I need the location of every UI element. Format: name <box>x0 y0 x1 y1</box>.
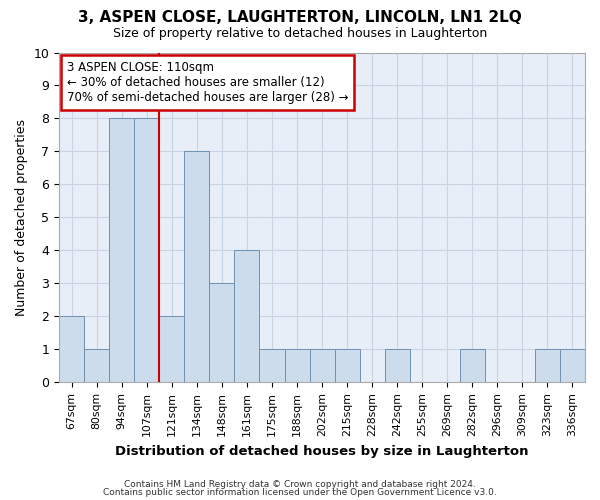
Bar <box>385 350 410 382</box>
Bar <box>209 284 235 382</box>
Bar <box>259 350 284 382</box>
Bar <box>184 152 209 382</box>
Bar <box>109 118 134 382</box>
Bar <box>235 250 259 382</box>
Bar <box>460 350 485 382</box>
Bar <box>84 350 109 382</box>
Text: Contains public sector information licensed under the Open Government Licence v3: Contains public sector information licen… <box>103 488 497 497</box>
Bar <box>310 350 335 382</box>
Text: Contains HM Land Registry data © Crown copyright and database right 2024.: Contains HM Land Registry data © Crown c… <box>124 480 476 489</box>
Bar <box>335 350 359 382</box>
Bar <box>134 118 160 382</box>
Y-axis label: Number of detached properties: Number of detached properties <box>15 119 28 316</box>
Bar <box>535 350 560 382</box>
Bar <box>160 316 184 382</box>
Bar <box>59 316 84 382</box>
Bar <box>284 350 310 382</box>
Text: Size of property relative to detached houses in Laughterton: Size of property relative to detached ho… <box>113 28 487 40</box>
Text: 3, ASPEN CLOSE, LAUGHTERTON, LINCOLN, LN1 2LQ: 3, ASPEN CLOSE, LAUGHTERTON, LINCOLN, LN… <box>78 10 522 25</box>
Bar <box>560 350 585 382</box>
Text: 3 ASPEN CLOSE: 110sqm
← 30% of detached houses are smaller (12)
70% of semi-deta: 3 ASPEN CLOSE: 110sqm ← 30% of detached … <box>67 60 349 104</box>
X-axis label: Distribution of detached houses by size in Laughterton: Distribution of detached houses by size … <box>115 444 529 458</box>
